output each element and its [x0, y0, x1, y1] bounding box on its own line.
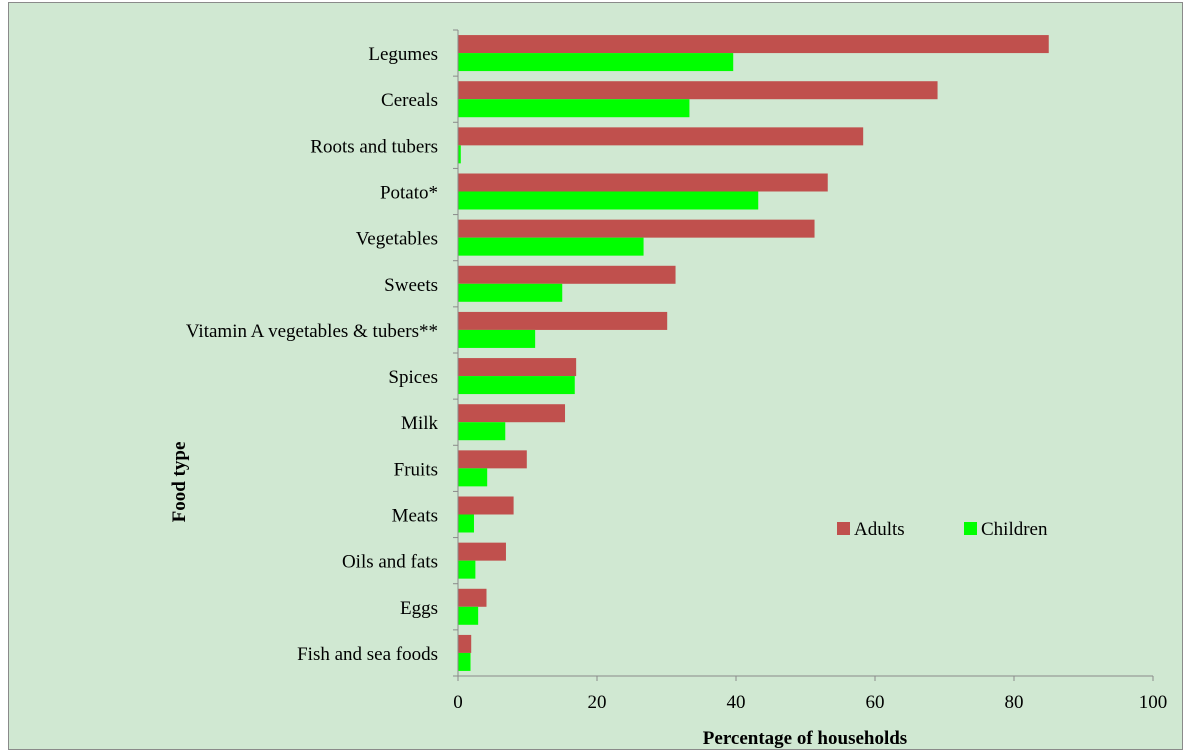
- y-tick-label: Eggs: [400, 598, 438, 619]
- y-tick-label: Vitamin A vegetables & tubers**: [186, 321, 438, 342]
- bar-adults-1: [458, 35, 1049, 54]
- bar-children-11: [458, 514, 474, 533]
- x-tick-label: 20: [588, 692, 607, 713]
- bar-children-6: [458, 283, 563, 302]
- x-axis-title: Percentage of households: [703, 728, 907, 749]
- x-tick-label: 40: [727, 692, 746, 713]
- bar-adults-8: [458, 358, 577, 377]
- bar-adults-11: [458, 496, 514, 515]
- bar-children-7: [458, 329, 536, 348]
- bar-children-8: [458, 376, 575, 395]
- y-axis-title: Food type: [169, 442, 190, 523]
- bar-adults-4: [458, 173, 828, 192]
- bar-adults-13: [458, 588, 487, 607]
- y-tick-label: Cereals: [381, 90, 438, 111]
- bar-adults-2: [458, 81, 938, 100]
- chart-area: [8, 2, 1183, 750]
- y-tick-label: Potato*: [380, 183, 438, 204]
- bar-children-5: [458, 237, 644, 256]
- x-tick-label: 0: [453, 692, 463, 713]
- bar-children-13: [458, 606, 479, 625]
- bar-adults-14: [458, 634, 472, 653]
- y-tick-label: Oils and fats: [342, 552, 438, 573]
- bar-children-9: [458, 422, 506, 441]
- bar-children-4: [458, 191, 759, 210]
- legend-swatch-adults: [837, 522, 850, 535]
- axes: [453, 29, 1154, 681]
- bar-children-1: [458, 53, 734, 72]
- bar-adults-7: [458, 311, 668, 330]
- bar-children-3: [458, 145, 461, 164]
- bar-children-12: [458, 560, 476, 579]
- legend-label-adults: Adults: [854, 519, 905, 540]
- y-tick-labels: Legumes Cereals Roots and tubers Potato* Veg…: [186, 44, 439, 665]
- y-tick-label: Milk: [401, 413, 438, 434]
- y-tick-label: Fish and sea foods: [297, 644, 438, 665]
- bar-children-2: [458, 99, 690, 118]
- x-tick-label: 100: [1139, 692, 1168, 713]
- bar-children-10: [458, 468, 488, 487]
- legend: Adults Children: [837, 519, 1048, 540]
- bar-children-14: [458, 652, 471, 671]
- bar-adults-3: [458, 127, 864, 146]
- legend-label-children: Children: [981, 519, 1048, 540]
- y-tick-label: Vegetables: [356, 229, 438, 250]
- y-tick-label: Sweets: [384, 275, 438, 296]
- x-tick-labels: 0 20 40 60 80 100: [453, 692, 1167, 713]
- y-tick-label: Roots and tubers: [310, 136, 438, 157]
- x-tick-label: 60: [866, 692, 885, 713]
- bar-adults-5: [458, 219, 815, 238]
- bar-adults-12: [458, 542, 506, 561]
- y-tick-label: Fruits: [394, 459, 438, 480]
- y-tick-label: Spices: [388, 367, 438, 388]
- bar-adults-6: [458, 265, 676, 284]
- y-tick-label: Legumes: [368, 44, 438, 65]
- legend-swatch-children: [964, 522, 977, 535]
- bar-adults-9: [458, 404, 566, 423]
- bar-adults-10: [458, 450, 527, 469]
- x-tick-label: 80: [1005, 692, 1024, 713]
- bar-group: [458, 35, 1049, 671]
- y-tick-label: Meats: [392, 506, 438, 527]
